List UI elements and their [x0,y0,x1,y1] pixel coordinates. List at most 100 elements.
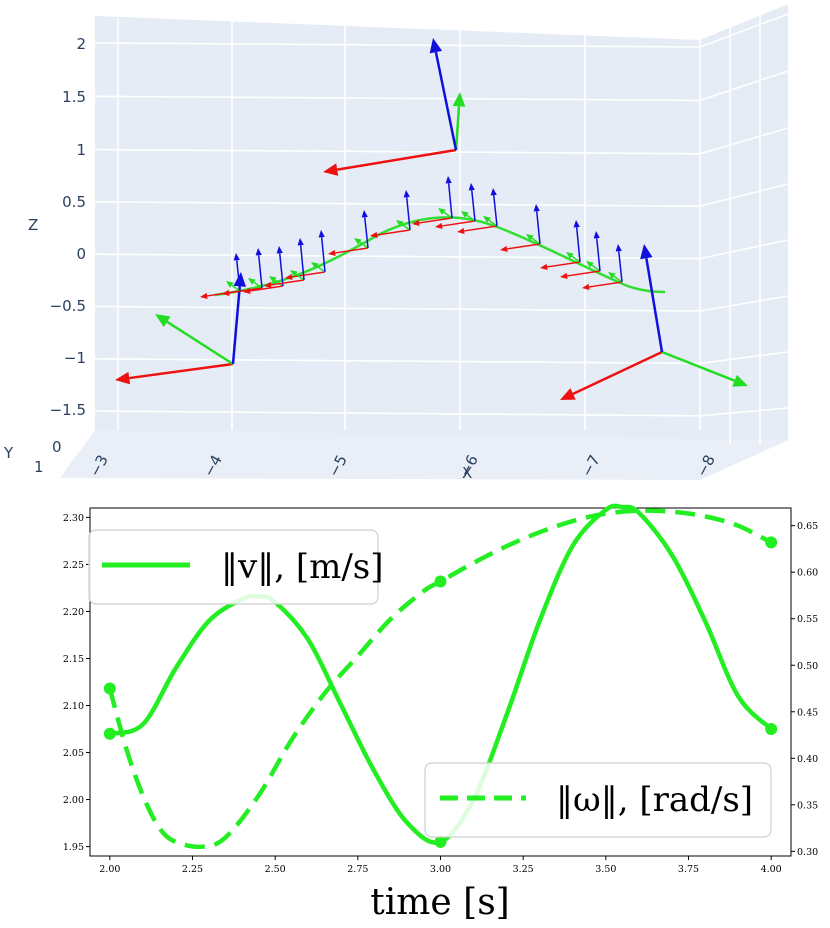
frame-x-arrow [222,287,263,297]
z-gridline-right [699,239,789,260]
x-tick-label: 2.50 [265,864,286,875]
axis-ticks: 2.00 2.25 2.50 2.75 3.00 3.25 3.50 3.75 4.00 2.30… [63,513,818,875]
z-gridline-right [699,127,789,155]
z-gridline-right [699,351,789,365]
frame-x-arrow [540,261,581,271]
frame-z-arrow [318,230,326,273]
frame-x-arrow [560,270,601,280]
x-tick-label: 2.25 [182,864,203,875]
y-left-tick-label: 1.95 [63,842,84,853]
legend-label-angular-velocity: ‖ω‖, [rad/s] [556,780,753,820]
frame-y-arrow [290,270,305,281]
z-gridline [94,148,701,155]
legend-velocity: ‖v‖, [m/s] [88,529,384,605]
series-marker [765,723,778,736]
frame-y-arrow [461,211,476,222]
z-gridline-right [699,70,789,102]
x-tick-label: 3.75 [678,864,699,875]
frame-z-arrow [593,231,601,272]
frame-y-arrow [608,272,623,283]
frame-x-arrow [457,225,498,235]
frame-z-arrow [429,38,458,151]
frame-z-arrow [403,190,411,231]
frame-z-arrow [255,248,263,289]
y-left-tick-label: 2.10 [63,701,84,712]
frame-x-arrow [582,281,623,291]
y-right-tick-label: 0.45 [797,707,818,718]
frame-y-arrow [452,92,466,151]
z-gridline-right [699,13,789,48]
x-tick-label: 3.00 [430,864,451,875]
frame-x-arrow [435,220,476,230]
frame-x-arrow [115,362,234,385]
y-left-tick-label: 2.25 [63,560,84,571]
frame-z-arrow [361,210,369,249]
frame-z-arrow [490,188,498,227]
x-tick-label: 2.75 [347,864,368,875]
legend-label-velocity: ‖v‖, [m/s] [221,547,384,587]
frame-y-arrow [311,262,326,273]
velocity-line [109,503,773,845]
frame-y-arrow [354,238,369,249]
frame-x-arrow [560,350,663,400]
frame-y-arrow [566,252,581,263]
frame-x-arrow [264,279,305,289]
angular-velocity-line [107,508,773,850]
frame-y-arrow [586,261,601,272]
back-pane [95,16,700,480]
z-tick-label: −0.5 [50,297,86,315]
y-axis-label: Y [3,444,14,462]
y-right-tick-label: 0.30 [797,847,818,858]
frame-y-arrow [226,281,241,292]
z-gridline [94,201,701,207]
y-left-tick-label: 2.00 [63,795,84,806]
legend-angular-velocity: ‖ω‖, [rad/s] [424,762,772,838]
series-marker [434,835,447,848]
frame-y-arrow [438,208,453,219]
y-tick-label: 0 [52,438,62,456]
x-axis-label: time [s] [370,882,509,923]
z-tick-label: 2 [76,35,86,53]
y-right-tick-label: 0.65 [797,521,818,532]
z-gridline-right [699,407,789,417]
plot-area [89,507,792,857]
frame-x-arrow [500,243,541,253]
y-right-tick-label: 0.35 [797,800,818,811]
frame-z-arrow [573,220,581,263]
frame-z-arrow [640,244,664,353]
y-left-tick-label: 2.30 [63,513,84,524]
z-tick-label: 1.5 [62,88,86,106]
y-left-tick-label: 2.20 [63,607,84,618]
frame-z-arrow [297,238,305,281]
y-right-tick-label: 0.50 [797,661,818,672]
z-axis-label: Z [28,216,38,234]
series-marker [765,536,778,549]
x-tick-label: 4.00 [761,864,782,875]
floor-pane [60,430,788,480]
y-right-tick-label: 0.40 [797,754,818,765]
frame-z-arrow [231,272,247,365]
y-tick-label: 1 [34,458,44,476]
frame-z-arrow [445,176,453,219]
frame-z-arrow [533,204,541,245]
z-tick-label: 0 [76,245,86,263]
frame-y-arrow [155,314,234,366]
x-tick-label: 3.25 [513,864,534,875]
frame-x-arrow [412,217,453,227]
z-tick-label: 1 [76,141,86,159]
frame-z-arrow [468,183,476,222]
frame-z-arrow [233,253,241,292]
coordinate-frames [115,38,748,400]
frame-z-arrow [276,246,284,287]
frame-x-arrow [323,148,457,176]
z-gridline [94,305,701,312]
frame-x-arrow [370,229,411,239]
x-tick-label: 3.50 [595,864,616,875]
x-axis-label-3d: X [462,464,472,482]
frame-y-arrow [483,216,498,227]
frame-y-arrow [661,350,748,387]
y-right-tick-label: 0.55 [797,614,818,625]
frame-y-arrow [396,220,411,231]
series-marker [103,682,116,695]
z-gridline [94,95,701,102]
